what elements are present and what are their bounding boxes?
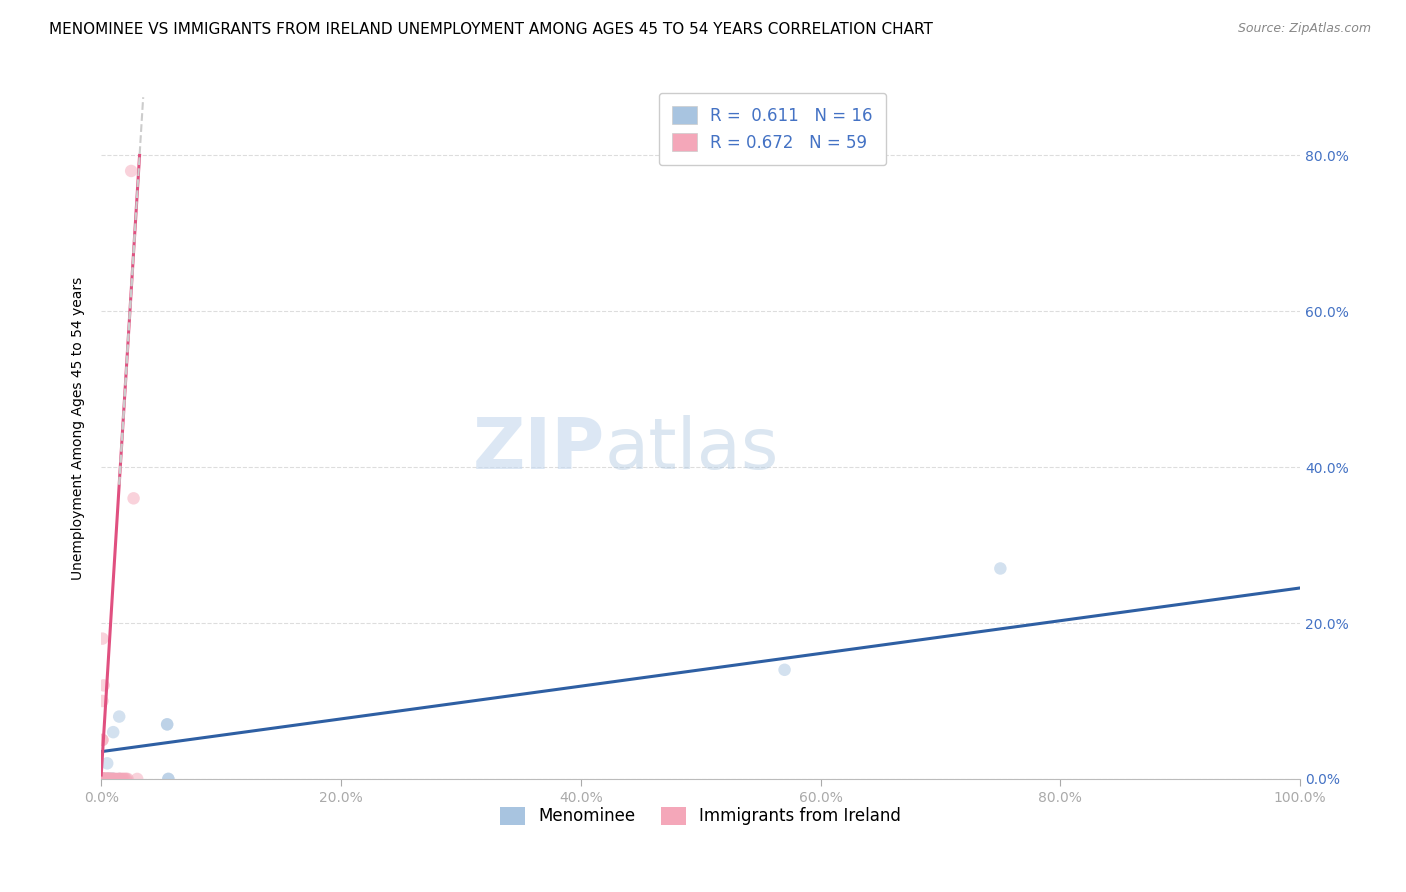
Text: atlas: atlas (605, 415, 779, 483)
Point (96, 772, 118, 786)
Point (93, 772, 115, 786)
Point (100, 772, 122, 786)
Point (93, 678, 115, 692)
Point (98, 772, 121, 786)
Point (90, 772, 112, 786)
Point (90, 772, 112, 786)
Point (773, 663, 796, 677)
Point (93, 772, 115, 786)
Point (96, 756, 118, 771)
Point (103, 772, 125, 786)
Point (93, 772, 115, 786)
Text: Source: ZipAtlas.com: Source: ZipAtlas.com (1237, 22, 1371, 36)
Point (103, 772, 125, 786)
Point (91, 632, 114, 646)
Point (96, 772, 118, 786)
Point (96, 772, 118, 786)
Point (90, 772, 112, 786)
Point (127, 772, 149, 786)
Point (90, 772, 112, 786)
Point (103, 772, 125, 786)
Point (94, 772, 117, 786)
Point (93, 772, 115, 786)
Point (156, 717, 179, 731)
Point (108, 772, 131, 786)
Point (94, 772, 117, 786)
Point (104, 772, 127, 786)
Point (103, 772, 125, 786)
Point (156, 717, 179, 731)
Point (90, 772, 112, 786)
Text: ZIP: ZIP (472, 415, 605, 483)
Point (96, 772, 118, 786)
Point (101, 772, 124, 786)
Point (98, 772, 121, 786)
Point (98, 772, 121, 786)
Point (111, 772, 134, 786)
Point (94, 772, 117, 786)
Point (97, 772, 120, 786)
Point (157, 772, 180, 786)
Point (100, 772, 122, 786)
Point (90, 772, 112, 786)
Point (115, 772, 138, 786)
Legend: Menominee, Immigrants from Ireland: Menominee, Immigrants from Ireland (492, 798, 910, 834)
Point (97, 772, 120, 786)
Point (108, 772, 131, 786)
Point (94, 772, 117, 786)
Point (91, 733, 114, 747)
Point (91, 772, 114, 786)
Point (110, 772, 132, 786)
Point (114, 772, 136, 786)
Point (93, 772, 115, 786)
Point (108, 709, 131, 723)
Point (91, 772, 114, 786)
Point (91, 733, 114, 747)
Point (94, 772, 117, 786)
Y-axis label: Unemployment Among Ages 45 to 54 years: Unemployment Among Ages 45 to 54 years (72, 277, 86, 580)
Point (90, 772, 112, 786)
Point (103, 725, 125, 739)
Point (93, 772, 115, 786)
Point (90, 772, 112, 786)
Point (98, 772, 121, 786)
Point (91, 694, 114, 708)
Point (105, 772, 128, 786)
Point (103, 772, 125, 786)
Point (122, 491, 145, 506)
Point (90, 772, 112, 786)
Point (120, 164, 142, 178)
Point (100, 772, 122, 786)
Text: MENOMINEE VS IMMIGRANTS FROM IRELAND UNEMPLOYMENT AMONG AGES 45 TO 54 YEARS CORR: MENOMINEE VS IMMIGRANTS FROM IRELAND UNE… (49, 22, 934, 37)
Point (157, 772, 180, 786)
Point (101, 772, 124, 786)
Point (988, 561, 1011, 575)
Point (110, 772, 132, 786)
Point (97, 772, 120, 786)
Point (94, 772, 117, 786)
Point (108, 772, 131, 786)
Point (112, 772, 135, 786)
Point (90, 772, 112, 786)
Point (90, 772, 112, 786)
Point (90, 772, 112, 786)
Point (117, 772, 139, 786)
Point (91, 772, 114, 786)
Point (96, 772, 118, 786)
